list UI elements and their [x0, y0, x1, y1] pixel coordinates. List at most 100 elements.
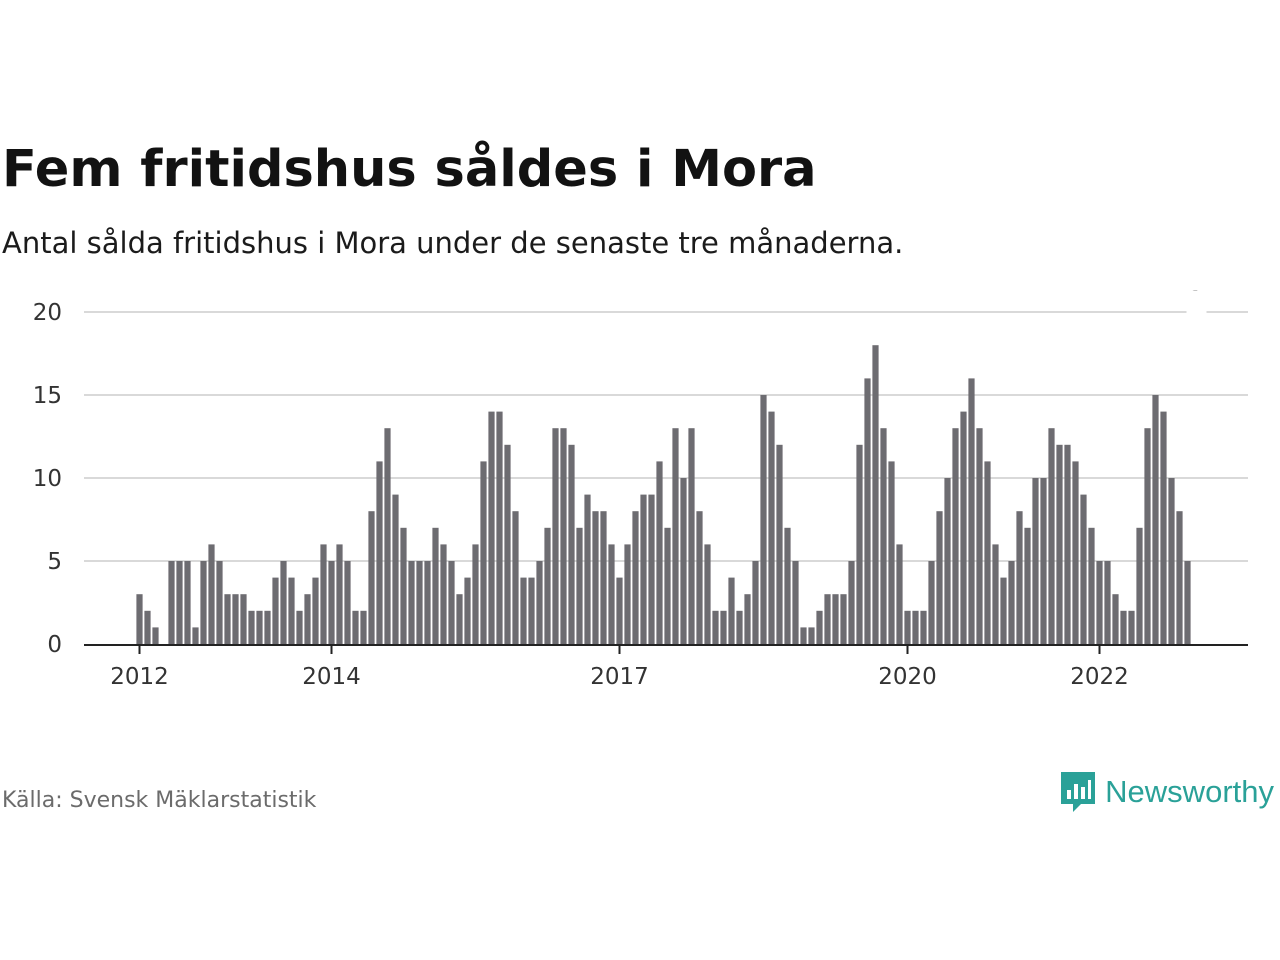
- bar: [1136, 527, 1143, 644]
- bar: [1088, 527, 1095, 644]
- bar: [400, 527, 407, 644]
- bar: [600, 511, 607, 644]
- bar: [392, 494, 399, 644]
- bar: [784, 527, 791, 644]
- bar: [352, 610, 359, 644]
- bar: [968, 378, 975, 644]
- bar: [488, 411, 495, 644]
- bar: [480, 461, 487, 644]
- bar: [264, 610, 271, 644]
- y-tick-label: 10: [33, 466, 62, 492]
- bar: [336, 544, 343, 644]
- data-label-latest: 5: [1189, 290, 1204, 296]
- bar: [888, 461, 895, 644]
- y-tick-label: 5: [47, 549, 62, 575]
- bar: [928, 561, 935, 644]
- bar: [856, 444, 863, 644]
- bar: [680, 478, 687, 644]
- x-tick-label: 2017: [590, 664, 649, 690]
- bar: [168, 561, 175, 644]
- bar: [528, 577, 535, 644]
- bar-chart-speech-bubble-icon: [1061, 772, 1096, 812]
- chart-subtitle: Antal sålda fritidshus i Mora under de s…: [2, 226, 904, 260]
- bar: [624, 544, 631, 644]
- x-tick-label: 2020: [878, 664, 937, 690]
- bar: [752, 561, 759, 644]
- bar: [272, 577, 279, 644]
- bar: [200, 561, 207, 644]
- bar: [920, 610, 927, 644]
- bar: [712, 610, 719, 644]
- bar: [432, 527, 439, 644]
- bar: [896, 544, 903, 644]
- bar: [256, 610, 263, 644]
- bar: [152, 627, 159, 644]
- bar: [592, 511, 599, 644]
- bar: [1080, 494, 1087, 644]
- bar: [1096, 561, 1103, 644]
- bar: [736, 610, 743, 644]
- bar: [688, 428, 695, 644]
- bar: [696, 511, 703, 644]
- bar: [792, 561, 799, 644]
- bar: [984, 461, 991, 644]
- bar: [368, 511, 375, 644]
- bar: [744, 594, 751, 644]
- bar: [304, 594, 311, 644]
- bar: [1120, 610, 1127, 644]
- bar: [408, 561, 415, 644]
- bar: [1168, 478, 1175, 644]
- bar: [320, 544, 327, 644]
- bar: [312, 577, 319, 644]
- bar: [672, 428, 679, 644]
- bar: [224, 594, 231, 644]
- x-tick-label: 2022: [1070, 664, 1129, 690]
- bar: [216, 561, 223, 644]
- brand-logo[interactable]: Newsworthy: [1059, 770, 1274, 814]
- bar: [576, 527, 583, 644]
- bar: [728, 577, 735, 644]
- bar: [456, 594, 463, 644]
- bar: [464, 577, 471, 644]
- bar: [1048, 428, 1055, 644]
- bars: [136, 345, 1191, 644]
- source-note: Källa: Svensk Mäklarstatistik: [2, 788, 317, 813]
- bar: [136, 594, 143, 644]
- bar: [296, 610, 303, 644]
- bar: [472, 544, 479, 644]
- bar: [1128, 610, 1135, 644]
- bar: [704, 544, 711, 644]
- bar: [496, 411, 503, 644]
- bar: [800, 627, 807, 644]
- bar: [240, 594, 247, 644]
- bar: [376, 461, 383, 644]
- bar: [1160, 411, 1167, 644]
- bar: [208, 544, 215, 644]
- bar: [1008, 561, 1015, 644]
- bar: [1184, 561, 1191, 644]
- bar: [536, 561, 543, 644]
- y-tick-label: 20: [33, 300, 62, 326]
- bar: [1112, 594, 1119, 644]
- bar-chart: 0 5 10 15 20 2012 2014 2017 2020 2022 5: [33, 290, 1248, 690]
- bar: [648, 494, 655, 644]
- bar: [552, 428, 559, 644]
- bar: [144, 610, 151, 644]
- bar: [840, 594, 847, 644]
- bar: [872, 345, 879, 644]
- bar: [1056, 444, 1063, 644]
- bar: [616, 577, 623, 644]
- bar: [440, 544, 447, 644]
- bar: [1024, 527, 1031, 644]
- bar: [1176, 511, 1183, 644]
- bar: [1032, 478, 1039, 644]
- bar: [416, 561, 423, 644]
- bar: [960, 411, 967, 644]
- bar: [504, 444, 511, 644]
- bar: [584, 494, 591, 644]
- bar: [568, 444, 575, 644]
- bar: [816, 610, 823, 644]
- bar: [448, 561, 455, 644]
- bar: [560, 428, 567, 644]
- bar: [992, 544, 999, 644]
